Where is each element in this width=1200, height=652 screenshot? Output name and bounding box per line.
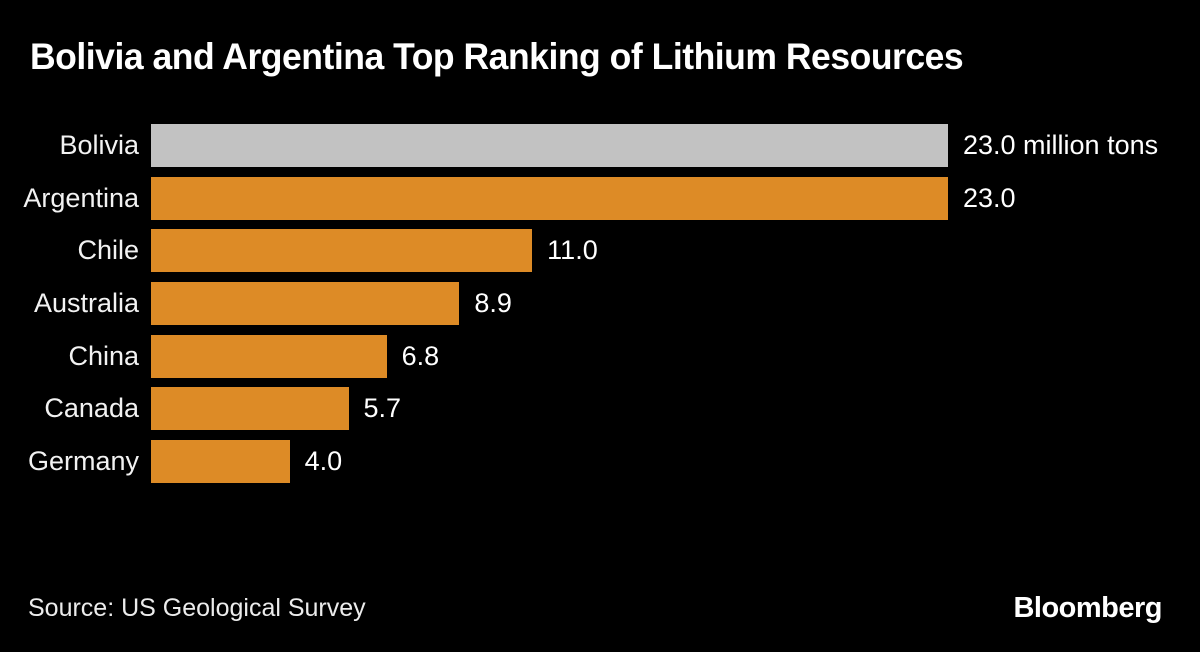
value-label-chile: 11.0	[547, 235, 598, 266]
chart-title: Bolivia and Argentina Top Ranking of Lit…	[30, 36, 964, 77]
value-label-china: 6.8	[401, 340, 440, 371]
category-label-argentina: Argentina	[23, 182, 139, 213]
source-label: Source: US Geological Survey	[28, 594, 366, 622]
category-label-canada: Canada	[44, 393, 139, 424]
bar-row: Bolivia 23.0 million tons	[0, 124, 1200, 167]
bloomberg-logo: Bloomberg	[1013, 592, 1162, 624]
value-label-australia: 8.9	[474, 288, 512, 319]
bar-row: Chile 11.0	[0, 229, 1200, 273]
bar-germany	[151, 440, 290, 484]
bar-chile	[151, 229, 533, 273]
value-label-germany: 4.0	[304, 446, 343, 477]
bar-row: China 6.8	[0, 334, 1200, 378]
category-label-chile: Chile	[77, 235, 139, 266]
bar-argentina	[151, 176, 948, 220]
bar-row: Germany 4.0	[0, 440, 1200, 484]
category-label-bolivia: Bolivia	[59, 130, 139, 160]
value-label-argentina: 23.0	[963, 182, 1016, 213]
bar-bolivia	[151, 124, 948, 167]
category-label-australia: Australia	[33, 288, 139, 319]
bar-australia	[151, 282, 460, 326]
value-label-canada: 5.7	[363, 393, 402, 424]
category-label-china: China	[68, 340, 139, 371]
category-label-germany: Germany	[27, 446, 139, 477]
bar-row: Canada 5.7	[0, 387, 1200, 431]
value-label-bolivia: 23.0 million tons	[963, 130, 1159, 160]
bar-canada	[151, 387, 349, 431]
bar-chart: Bolivia 23.0 million tons Argentina 23.0 Chi…	[0, 124, 1200, 484]
bar-row: Australia 8.9	[0, 282, 1200, 326]
bar-china	[151, 334, 387, 378]
bar-row: Argentina 23.0	[0, 176, 1200, 220]
